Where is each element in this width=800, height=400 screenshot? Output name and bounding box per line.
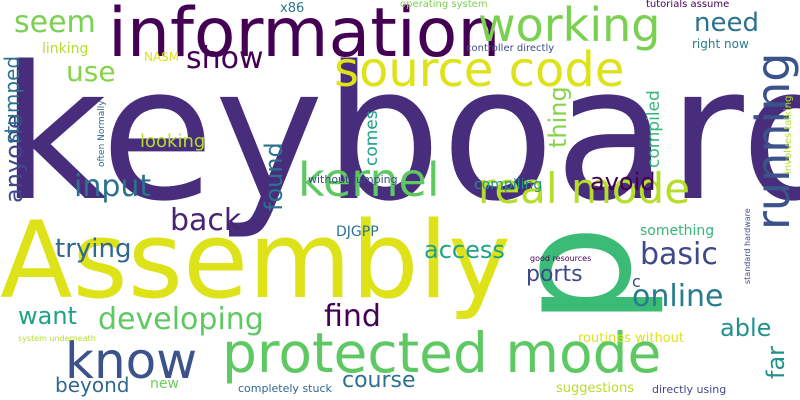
word-compiled: compiled (644, 90, 664, 168)
word-compiling: compiling (474, 177, 543, 193)
word-nasm: NASM (144, 50, 180, 64)
word-source-code: source code (334, 42, 625, 98)
word-new: new (150, 376, 179, 392)
word-use: use (66, 55, 116, 88)
word-access: access (424, 236, 505, 264)
word-good-resources: good resources (530, 254, 592, 263)
word-input: input (74, 169, 152, 204)
word-find: find (324, 299, 381, 334)
word-looking: looking (140, 131, 206, 152)
word-keyboard: keyboard (0, 26, 800, 242)
word-operating-system: operating system (400, 0, 488, 10)
word-without-jumping: without jumping (308, 173, 398, 186)
word-controller-directly: controller directly (466, 43, 555, 54)
word-beyond: beyond (55, 373, 130, 397)
word-comes: comes (362, 110, 382, 166)
word-routines-without: routines without (578, 331, 684, 346)
word-thing: thing (544, 86, 572, 148)
word-suggestions: suggestions (556, 381, 634, 396)
word-stumped: stumped (0, 55, 24, 144)
word-far: far (762, 345, 790, 379)
word-ports: ports (526, 262, 583, 287)
word-x86: x86 (280, 1, 305, 16)
word-tutorials-assume: tutorials assume (646, 0, 730, 10)
word-linking: linking (42, 41, 89, 57)
word-completely-stuck: completely stuck (238, 382, 332, 395)
word-real-mode: real mode (478, 164, 691, 213)
word-system-underneath: system underneath (18, 334, 96, 343)
word-directly-using: directly using (652, 383, 727, 396)
word-kernel: kernel (298, 153, 440, 207)
word-assembly: Assembly (0, 199, 511, 322)
word-need: need (694, 8, 759, 38)
word-working: working (478, 0, 661, 52)
word-developing: developing (98, 302, 264, 337)
word-course: course (342, 368, 416, 393)
word-djgpp: DJGPP (336, 224, 379, 240)
word-standard-hardware: standard hardware (743, 208, 752, 284)
word-information: information (108, 0, 501, 73)
word-c: c (632, 272, 641, 291)
word-online: online (632, 279, 724, 314)
word-involves-talking: involves talking (783, 95, 794, 174)
word-something: something (640, 223, 715, 239)
word-able: able (720, 314, 772, 342)
word-often-normally: often Normally (97, 100, 107, 167)
word-protected-mode: protected mode (222, 321, 662, 385)
word-avoid: avoid (590, 168, 656, 196)
word-seem: seem (14, 5, 96, 40)
word-back: back (170, 203, 242, 238)
word-know: know (65, 332, 198, 390)
word-show: show (186, 41, 264, 76)
word-right-now: right now (692, 37, 749, 51)
word-trying: trying (55, 234, 132, 264)
word-found: found (260, 142, 288, 211)
word-basic: basic (640, 237, 718, 272)
word-want: want (18, 302, 77, 330)
